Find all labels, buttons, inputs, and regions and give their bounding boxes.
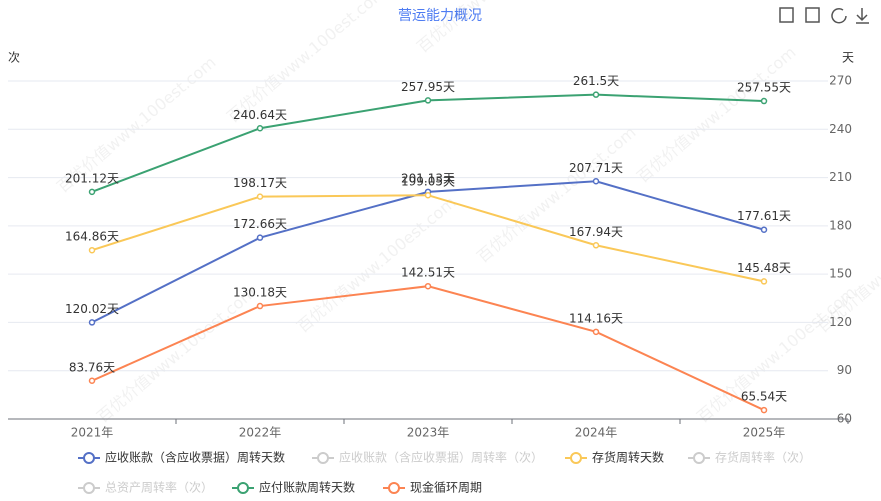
data-label: 240.64天	[233, 108, 287, 122]
data-point	[592, 178, 600, 185]
data-label: 177.61天	[737, 209, 791, 223]
data-label: 201.13天	[401, 171, 455, 185]
legend-icon	[570, 452, 582, 464]
y2-tick-label: 210	[829, 170, 852, 184]
data-label: 83.76天	[69, 360, 115, 374]
data-point	[592, 328, 600, 336]
data-point	[424, 97, 432, 104]
data-point	[760, 97, 768, 105]
data-label: 167.94天	[569, 225, 623, 239]
data-point	[256, 125, 264, 132]
data-label: 261.5天	[573, 74, 619, 88]
x-tick-label: 2023年	[407, 426, 450, 440]
toolbar[interactable]	[779, 7, 869, 24]
watermark: 百优价值www.100est.com	[473, 123, 639, 267]
restore-icon[interactable]	[805, 7, 820, 23]
legend-label: 总资产周转率（次）	[105, 480, 213, 495]
chart-title: 营运能力概况	[398, 8, 482, 24]
data-label: 120.02天	[65, 302, 119, 316]
y2-tick-label: 90	[837, 363, 852, 377]
x-tick-label: 2024年	[575, 426, 618, 440]
data-point	[88, 319, 96, 326]
data-point	[760, 278, 768, 285]
y2-tick-label: 240	[829, 122, 852, 136]
series-line	[91, 180, 765, 324]
data-label: 172.66天	[233, 217, 287, 231]
legend-label: 存货周转率（次）	[715, 450, 811, 465]
legend-icon	[388, 482, 400, 494]
watermark: 百优价值www.100est.com	[633, 43, 799, 187]
data-view-icon[interactable]	[779, 7, 794, 23]
data-label: 201.12天	[65, 171, 119, 185]
y2-tick-label: 120	[829, 315, 852, 329]
data-point	[424, 191, 432, 199]
data-label: 207.71天	[569, 161, 623, 175]
data-point	[424, 282, 432, 290]
legend-icon	[317, 452, 329, 464]
y2-axis-label: 天	[842, 51, 854, 65]
legend-icon	[237, 482, 249, 494]
data-point	[88, 188, 96, 196]
legend-label: 应收账款（含应收票据）周转天数	[105, 450, 285, 465]
data-label: 257.55天	[737, 81, 791, 95]
data-label: 199.05天	[401, 175, 455, 189]
x-tick-label: 2025年	[743, 426, 786, 440]
x-tick-label: 2022年	[239, 426, 282, 440]
data-point	[256, 234, 264, 241]
legend-label: 存货周转天数	[592, 450, 664, 465]
legend-label: 应付账款周转天数	[259, 480, 355, 495]
data-label: 145.48天	[737, 261, 791, 275]
data-point	[88, 377, 96, 385]
x-tick-label: 2021年	[71, 426, 114, 440]
y2-tick-label: 270	[829, 74, 852, 88]
refresh-icon[interactable]	[831, 8, 847, 24]
data-label: 130.18天	[233, 286, 287, 300]
data-point	[592, 91, 600, 98]
save-icon[interactable]	[856, 8, 869, 24]
legend-label: 现金循环周期	[410, 480, 482, 495]
data-label: 142.51天	[401, 266, 455, 280]
watermark: 百优价值www.100est.com	[293, 193, 459, 337]
legend-icon	[83, 482, 95, 494]
data-point	[88, 246, 96, 254]
data-point	[760, 226, 768, 233]
data-point	[256, 302, 264, 310]
data-label: 257.95天	[401, 80, 455, 94]
legend-icon	[693, 452, 705, 464]
y-axis-label: 次	[8, 51, 20, 65]
data-label: 65.54天	[741, 390, 787, 404]
data-point	[256, 193, 264, 200]
data-point	[592, 242, 600, 249]
data-label: 114.16天	[569, 311, 623, 325]
legend-label: 应收账款（含应收票据）周转率（次）	[339, 450, 543, 465]
legend-icon	[83, 452, 95, 464]
data-label: 164.86天	[65, 230, 119, 244]
data-point	[760, 406, 768, 414]
data-label: 198.17天	[233, 176, 287, 190]
y2-tick-label: 180	[829, 218, 852, 232]
y2-tick-label: 150	[829, 267, 852, 281]
